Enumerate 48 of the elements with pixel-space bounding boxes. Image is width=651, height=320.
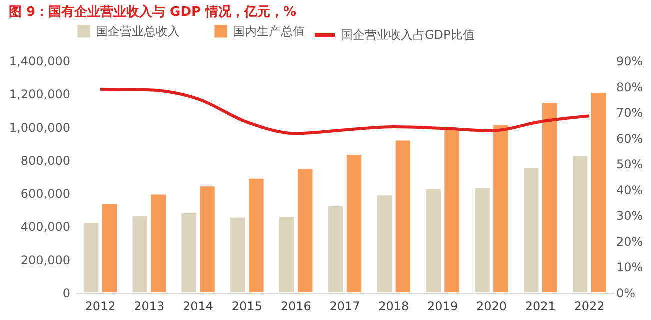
x-tick-label: 2019 xyxy=(428,300,458,314)
x-tick-label: 2016 xyxy=(280,300,312,314)
y2-tick-label: 40% xyxy=(616,183,644,198)
bar xyxy=(327,206,344,294)
bar xyxy=(523,167,540,294)
bar xyxy=(150,194,167,294)
y2-tick-label: 60% xyxy=(616,132,644,146)
legend-label: 国企营业总收入 xyxy=(96,24,180,38)
bar xyxy=(572,155,589,294)
y-tick-label: 1,000,000 xyxy=(9,120,70,135)
bar xyxy=(278,216,296,294)
y2-tick-label: 50% xyxy=(616,158,644,172)
y-tick-label: 800,000 xyxy=(20,154,70,168)
y2-tick-label: 90% xyxy=(616,54,644,68)
legend-label: 国企营业收入占GDP比值 xyxy=(341,28,475,42)
x-tick-label: 2014 xyxy=(183,300,214,314)
y2-tick-label: 0% xyxy=(616,286,636,300)
bar xyxy=(296,168,314,294)
bar xyxy=(590,92,608,294)
y2-tick-label: 20% xyxy=(616,234,644,249)
bar xyxy=(542,102,558,294)
x-tick-label: 2013 xyxy=(134,300,165,314)
x-tick-label: 2017 xyxy=(330,300,360,314)
x-tick-label: 2020 xyxy=(476,300,507,314)
y-tick-label: 1,400,000 xyxy=(9,54,70,68)
bar xyxy=(394,140,412,294)
bar xyxy=(346,154,363,294)
y2-tick-label: 80% xyxy=(616,80,644,94)
x-tick-label: 2021 xyxy=(525,300,556,314)
y-tick-label: 200,000 xyxy=(20,253,70,268)
x-tick-label: 2022 xyxy=(574,300,605,314)
y2-tick-label: 10% xyxy=(616,260,644,275)
y-tick-label: 1,200,000 xyxy=(9,88,70,102)
chart-title: 图 9：国有企业营业收入与 GDP 情况，亿元，% xyxy=(8,4,297,20)
y-tick-label: 600,000 xyxy=(20,187,70,202)
x-tick-label: 2018 xyxy=(378,300,410,314)
y2-tick-label: 30% xyxy=(616,209,644,224)
legend-label: 国内生产总值 xyxy=(233,24,305,38)
y-tick-label: 400,000 xyxy=(20,220,70,234)
x-tick-label: 2012 xyxy=(85,300,116,314)
bar xyxy=(132,215,148,294)
line-series xyxy=(98,88,592,136)
x-tick-label: 2015 xyxy=(232,300,262,314)
y2-tick-label: 70% xyxy=(616,106,644,120)
y-tick-label: 0 xyxy=(62,286,70,300)
bar xyxy=(101,203,118,294)
bar xyxy=(82,222,100,294)
bar xyxy=(376,194,394,294)
